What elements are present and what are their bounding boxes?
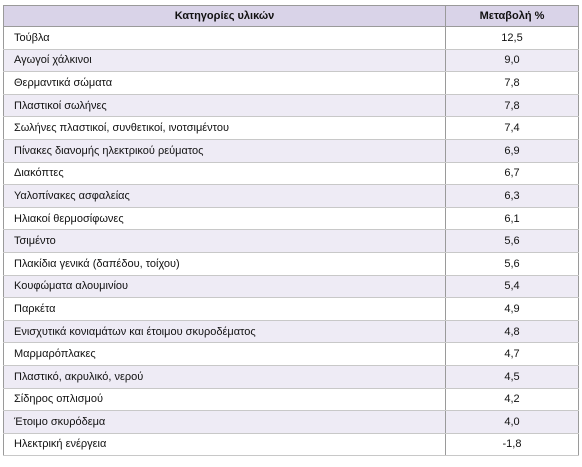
category-cell: Μαρμαρόπλακες [3, 342, 446, 366]
header-row: Κατηγορίες υλικών Μεταβολή % [3, 5, 579, 27]
table-row: Ηλιακοί θερμοσίφωνες 6,1 [3, 206, 579, 231]
category-cell: Διακόπτες [3, 161, 446, 186]
change-cell: 4,2 [445, 387, 579, 412]
table-row: Πλαστικοί σωλήνες 7,8 [3, 93, 579, 118]
table-row: Σωλήνες πλαστικοί, συνθετικοί, ινοτσιμέν… [3, 116, 579, 140]
category-cell: Τούβλα [3, 26, 446, 50]
category-cell: Πλαστικό, ακρυλικό, νερού [3, 364, 446, 389]
change-cell: 7,4 [445, 116, 579, 140]
table-row: Διακόπτες 6,7 [3, 161, 579, 186]
table-row: Αγωγοί χάλκινοι 9,0 [3, 48, 579, 73]
change-cell: 6,1 [445, 206, 579, 231]
header-cell: Μεταβολή % [445, 5, 579, 27]
category-cell: Ηλιακοί θερμοσίφωνες [3, 206, 446, 231]
category-cell: Παρκέτα [3, 297, 446, 321]
category-cell: Ενισχυτικά κονιαμάτων και έτοιμου σκυροδ… [3, 319, 446, 344]
change-cell: 4,8 [445, 319, 579, 344]
category-cell: Υαλοπίνακες ασφαλείας [3, 184, 446, 208]
change-cell: 6,7 [445, 161, 579, 186]
change-cell: 5,6 [445, 229, 579, 253]
table-header: Κατηγορίες υλικών Μεταβολή % [3, 5, 579, 27]
category-cell: Σωλήνες πλαστικοί, συνθετικοί, ινοτσιμέν… [3, 116, 446, 140]
table-body: Τούβλα 12,5 Αγωγοί χάλκινοι 9,0 Θερμαντικά σ… [3, 26, 579, 457]
change-cell: 7,8 [445, 93, 579, 118]
change-cell: -1,8 [445, 432, 579, 457]
category-cell: Πίνακες διανομής ηλεκτρικού ρεύματος [3, 138, 446, 163]
table-row: Τούβλα 12,5 [3, 26, 579, 50]
category-cell: Πλαστικοί σωλήνες [3, 93, 446, 118]
change-cell: 12,5 [445, 26, 579, 50]
table-row: Θερμαντικά σώματα 7,8 [3, 71, 579, 95]
category-cell: Σίδηρος οπλισμού [3, 387, 446, 412]
table-row: Πλαστικό, ακρυλικό, νερού 4,5 [3, 364, 579, 389]
table-row: Ηλεκτρική ενέργεια -1,8 [3, 432, 579, 457]
table-row: Κουφώματα αλουμινίου 5,4 [3, 274, 579, 299]
table-row: Παρκέτα 4,9 [3, 297, 579, 321]
change-cell: 4,7 [445, 342, 579, 366]
category-cell: Ηλεκτρική ενέργεια [3, 432, 446, 457]
table-row: Πίνακες διανομής ηλεκτρικού ρεύματος 6,9 [3, 138, 579, 163]
change-cell: 5,4 [445, 274, 579, 299]
change-cell: 4,0 [445, 410, 579, 434]
table-row: Ενισχυτικά κονιαμάτων και έτοιμου σκυροδ… [3, 319, 579, 344]
change-cell: 6,3 [445, 184, 579, 208]
table-row: Πλακίδια γενικά (δαπέδου, τοίχου) 5,6 [3, 251, 579, 276]
change-cell: 9,0 [445, 48, 579, 73]
category-cell: Πλακίδια γενικά (δαπέδου, τοίχου) [3, 251, 446, 276]
category-cell: Κουφώματα αλουμινίου [3, 274, 446, 299]
data-table: Κατηγορίες υλικών Μεταβολή % Τούβλα 12,5 Α… [3, 5, 579, 457]
category-cell: Θερμαντικά σώματα [3, 71, 446, 95]
change-cell: 4,5 [445, 364, 579, 389]
table-row: Τσιμέντο 5,6 [3, 229, 579, 253]
change-cell: 6,9 [445, 138, 579, 163]
change-cell: 5,6 [445, 251, 579, 276]
change-cell: 7,8 [445, 71, 579, 95]
table-row: Έτοιμο σκυρόδεμα 4,0 [3, 410, 579, 434]
change-cell: 4,9 [445, 297, 579, 321]
table-row: Μαρμαρόπλακες 4,7 [3, 342, 579, 366]
header-cell: Κατηγορίες υλικών [3, 5, 446, 27]
table-row: Σίδηρος οπλισμού 4,2 [3, 387, 579, 412]
category-cell: Αγωγοί χάλκινοι [3, 48, 446, 73]
table-row: Υαλοπίνακες ασφαλείας 6,3 [3, 184, 579, 208]
category-cell: Τσιμέντο [3, 229, 446, 253]
category-cell: Έτοιμο σκυρόδεμα [3, 410, 446, 434]
